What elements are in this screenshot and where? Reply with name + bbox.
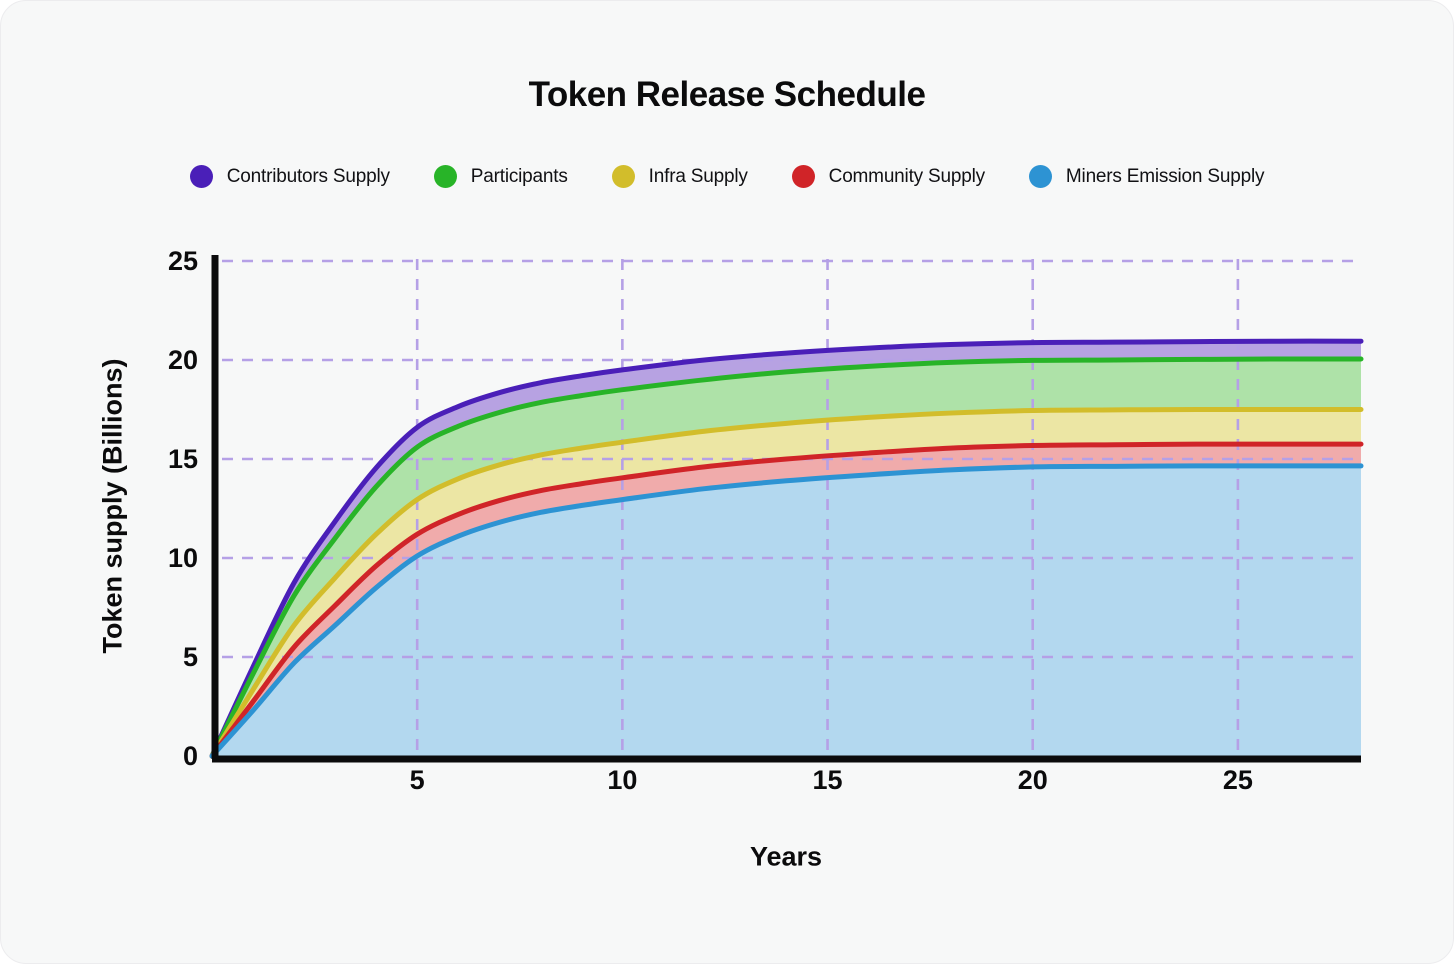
line-miners-emission-supply (209, 463, 1364, 759)
y-tick-label-10: 10 (168, 543, 198, 573)
line-community-supply (209, 441, 1364, 759)
legend-item-community-supply: Community Supply (791, 165, 985, 188)
legend-label: Infra Supply (648, 165, 748, 187)
legend-dot-participants-icon (433, 165, 457, 188)
legend-item-infra-supply: Infra Supply (611, 165, 748, 188)
legend-label: Contributors Supply (226, 165, 390, 187)
legend-item-participants: Participants (433, 165, 568, 188)
legend-dot-contributors-icon (189, 165, 213, 188)
legend-dot-community-icon (791, 165, 815, 188)
line-infra-supply (209, 406, 1364, 759)
line-contributors-supply (209, 338, 1364, 759)
y-tick-label-0: 0 (183, 741, 198, 771)
legend-item-contributors-supply: Contributors Supply (189, 165, 390, 188)
chart-title: Token Release Schedule (528, 75, 926, 114)
area-miners-emission-supply (212, 465, 1361, 756)
legend-label: Community Supply (828, 165, 985, 187)
x-tick-label-20: 20 (1018, 765, 1048, 795)
legend-label: Miners Emission Supply (1065, 165, 1265, 187)
legend-dot-miners-icon (1028, 165, 1052, 188)
x-axis-title: Years (749, 841, 823, 872)
legend-label: Participants (470, 165, 568, 187)
legend: Contributors Supply Participants Infra S… (1, 165, 1453, 188)
x-tick-label-10: 10 (607, 765, 637, 795)
x-tick-label-5: 5 (410, 765, 425, 795)
x-tick-label-25: 25 (1223, 765, 1253, 795)
legend-item-miners-emission-supply: Miners Emission Supply (1028, 165, 1265, 188)
y-tick-label-25: 25 (168, 246, 198, 276)
legend-dot-infra-icon (611, 165, 635, 188)
y-tick-label-20: 20 (168, 345, 198, 375)
y-tick-label-5: 5 (183, 642, 198, 672)
y-tick-label-15: 15 (168, 444, 198, 474)
x-tick-label-15: 15 (813, 765, 843, 795)
line-participants (209, 356, 1364, 759)
